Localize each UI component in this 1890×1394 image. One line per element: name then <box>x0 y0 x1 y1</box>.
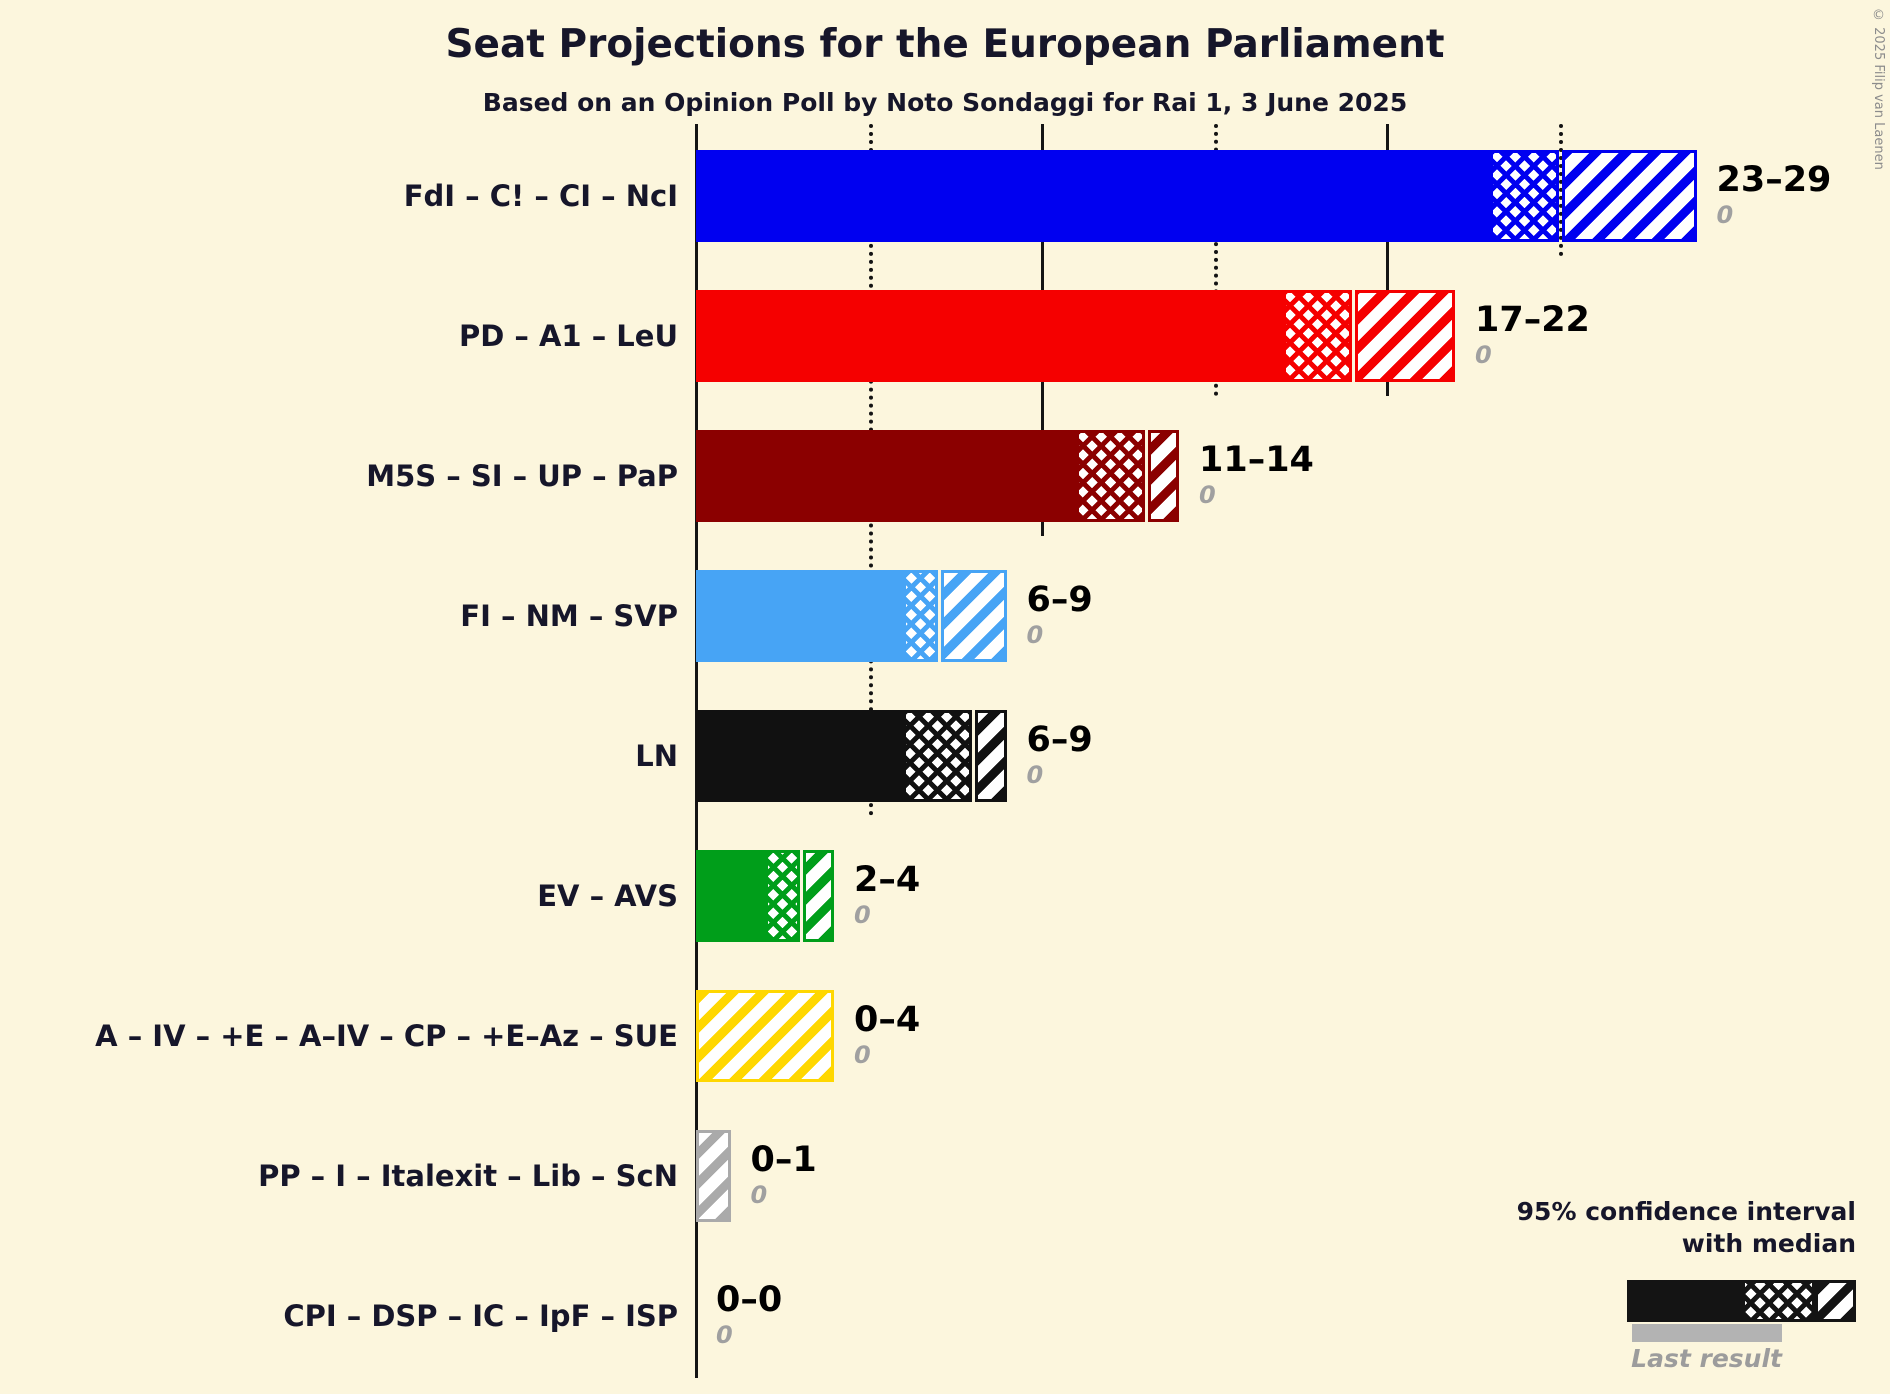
bar-segment-diagonal <box>696 990 834 1082</box>
legend-segment-crosshatch <box>1742 1280 1815 1322</box>
legend-last-result-label: Last result <box>1631 1344 1782 1373</box>
bar-segment-crosshatch <box>1282 290 1352 382</box>
legend-caption: 95% confidence interval with median <box>1517 1196 1856 1260</box>
seat-range-group: 6–9 0 <box>1027 570 1093 662</box>
seat-range-label: 0–4 <box>854 1000 921 1041</box>
chart-title: Seat Projections for the European Parlia… <box>445 22 1445 67</box>
party-label: LN <box>635 739 678 773</box>
last-result-value: 0 <box>1026 620 1044 649</box>
bar-segment-diagonal <box>696 1130 731 1222</box>
party-label: FdI – C! – CI – NcI <box>403 179 678 213</box>
seat-range-group: 0–1 0 <box>751 1130 817 1222</box>
legend-caption-line2: with median <box>1681 1229 1856 1258</box>
chart-subtitle: Based on an Opinion Poll by Noto Sondagg… <box>482 88 1408 117</box>
last-result-value: 0 <box>1026 760 1044 789</box>
bar-segment-solid <box>696 290 1283 382</box>
last-result-value: 0 <box>750 1180 768 1209</box>
seat-range-group: 6–9 0 <box>1027 710 1093 802</box>
last-result-value: 0 <box>854 900 871 929</box>
bar-segment-solid <box>696 710 903 802</box>
party-label: EV – AVS <box>537 879 678 913</box>
seat-range-group: 11–14 0 <box>1199 430 1314 522</box>
bar-segment-solid <box>696 150 1490 242</box>
seat-range-group: 0–4 0 <box>854 990 920 1082</box>
legend-segment-diagonal <box>1815 1280 1856 1322</box>
seat-range-label: 0–0 <box>716 1280 783 1321</box>
legend-last-result-bar <box>1632 1324 1782 1342</box>
bar-segment-crosshatch <box>903 570 938 662</box>
bar-segment-solid <box>696 430 1076 522</box>
bar-segment-crosshatch <box>1489 150 1559 242</box>
legend-sample-bar <box>1627 1280 1856 1322</box>
gridline-dotted <box>1558 124 1563 256</box>
last-result-value: 0 <box>1475 340 1492 369</box>
seat-range-label: 0–1 <box>750 1140 817 1181</box>
seat-range-label: 11–14 <box>1199 440 1314 481</box>
last-result-value: 0 <box>1716 200 1734 229</box>
legend-segment-solid <box>1627 1280 1742 1322</box>
last-result-value: 0 <box>854 1040 871 1069</box>
bar-segment-diagonal <box>1354 290 1455 382</box>
legend-caption-line1: 95% confidence interval <box>1516 1197 1856 1226</box>
party-label: PP – I – Italexit – Lib – ScN <box>258 1159 678 1193</box>
seat-range-label: 6–9 <box>1026 720 1093 761</box>
seat-range-group: 17–22 0 <box>1475 290 1590 382</box>
copyright-note: © 2025 Filip van Laenen <box>1871 8 1886 170</box>
bar-segment-crosshatch <box>765 850 800 942</box>
bar-segment-diagonal <box>1561 150 1697 242</box>
party-label: CPI – DSP – IC – IpF – ISP <box>283 1299 678 1333</box>
bar-segment-diagonal <box>1147 430 1179 522</box>
seat-bar <box>696 150 1697 242</box>
party-label: M5S – SI – UP – PaP <box>366 459 678 493</box>
bar-segment-crosshatch <box>1075 430 1145 522</box>
last-result-value: 0 <box>1199 480 1216 509</box>
seat-range-label: 2–4 <box>854 860 921 901</box>
bar-segment-diagonal <box>940 570 1007 662</box>
seat-range-label: 23–29 <box>1716 160 1832 201</box>
seat-bar <box>696 710 1007 802</box>
seat-range-group: 0–0 0 <box>716 1270 782 1362</box>
seat-range-label: 6–9 <box>1026 580 1093 621</box>
bar-segment-solid <box>696 850 765 942</box>
party-label: FI – NM – SVP <box>460 599 678 633</box>
seat-bar <box>696 850 834 942</box>
last-result-value: 0 <box>716 1320 733 1349</box>
seat-bar <box>696 430 1179 522</box>
gridline-dotted <box>1213 124 1218 396</box>
party-label: A – IV – +E – A–IV – CP – +E–Az – SUE <box>95 1019 678 1053</box>
bar-segment-diagonal <box>975 710 1007 802</box>
seat-range-label: 17–22 <box>1475 300 1590 341</box>
bar-segment-diagonal <box>802 850 834 942</box>
seat-range-group: 23–29 0 <box>1717 150 1832 242</box>
bar-segment-solid <box>696 570 903 662</box>
seat-bar <box>696 1130 731 1222</box>
gridline-solid <box>1386 124 1389 396</box>
seat-bar <box>696 990 834 1082</box>
seat-range-group: 2–4 0 <box>854 850 920 942</box>
seat-bar <box>696 290 1455 382</box>
seat-bar <box>696 570 1007 662</box>
bar-segment-crosshatch <box>903 710 972 802</box>
party-label: PD – A1 – LeU <box>458 319 678 353</box>
